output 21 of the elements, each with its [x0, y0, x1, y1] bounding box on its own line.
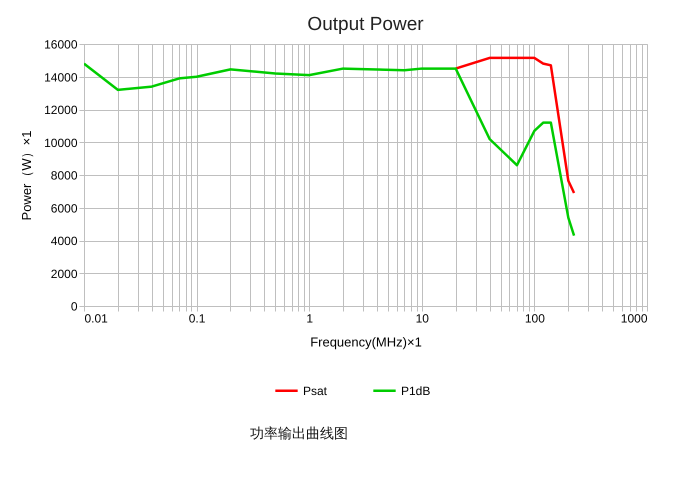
y-axis-title: Power（W）×1: [19, 130, 34, 220]
x-axis-title: Frequency(MHz)×1: [310, 334, 422, 350]
y-tick-label: 10000: [44, 136, 78, 150]
y-tick-label: 14000: [44, 70, 78, 84]
x-tick-label: 100: [524, 312, 546, 326]
y-tick-label: 12000: [44, 103, 78, 117]
y-tick-label: 6000: [50, 201, 78, 216]
x-tick-label: 1000: [620, 312, 648, 326]
y-tick-label: 0: [70, 300, 78, 314]
x-tick-label: 10: [416, 312, 430, 326]
legend-label: P1dB: [401, 384, 430, 398]
y-tick-label: 8000: [50, 168, 78, 182]
chart-title: Output Power: [307, 14, 424, 35]
y-tick-label: 4000: [50, 234, 78, 248]
x-tick-label: 0.1: [188, 312, 206, 326]
x-tick-label: 1: [306, 312, 314, 326]
x-tick-label: 0.01: [84, 312, 108, 326]
legend-label: Psat: [303, 384, 328, 398]
text: 功率输出曲线图: [250, 426, 348, 442]
y-tick-label: 16000: [44, 38, 78, 52]
y-tick-label: 2000: [50, 266, 78, 281]
